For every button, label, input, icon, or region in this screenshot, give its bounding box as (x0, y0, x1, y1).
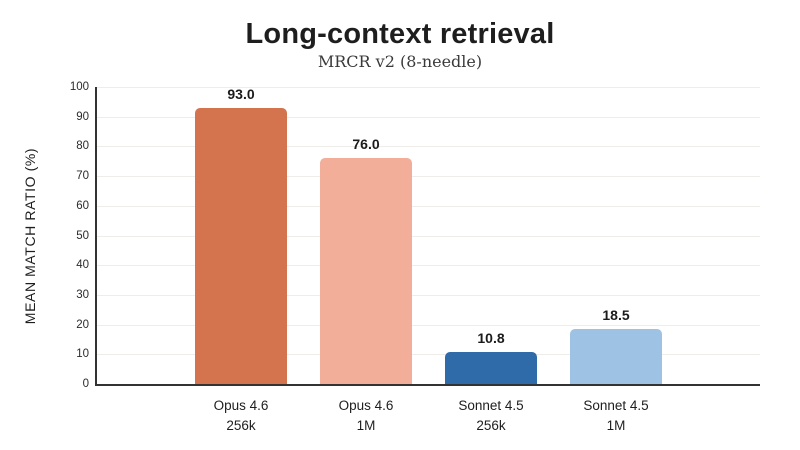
y-tick-label-50: 50 (76, 229, 89, 242)
y-tick-label-0: 0 (82, 378, 89, 390)
y-tick-label-100: 100 (69, 81, 89, 93)
gridline-100 (97, 87, 760, 88)
x-label-context-size: 1M (606, 418, 626, 433)
x-axis-label: Sonnet 4.5 256k (426, 396, 556, 436)
x-label-model-name: Opus 4.6 (338, 398, 394, 413)
plot-area: MEAN MATCH RATIO (%) 0 10 20 30 40 50 60 70 80 90… (22, 81, 760, 433)
gridline-70 (97, 176, 760, 178)
chart-title: Long-context retrieval (245, 18, 555, 50)
bar-value-label: 93.0 (227, 85, 255, 102)
y-tick-label-80: 80 (76, 140, 89, 153)
x-label-context-size: 256k (476, 418, 506, 433)
gridline-10 (97, 354, 760, 356)
bar-opus-4-6-256k (195, 107, 287, 384)
y-tick-label-90: 90 (76, 110, 89, 123)
x-label-context-size: 256k (226, 418, 256, 433)
gridline-20 (97, 324, 760, 326)
gridline-60 (97, 205, 760, 207)
gridline-80 (97, 146, 760, 148)
y-axis-title: MEAN MATCH RATIO (%) (22, 147, 38, 324)
y-tick-label-70: 70 (76, 170, 89, 183)
bar-sonnet-4-5-1m (570, 329, 662, 384)
y-tick-label-40: 40 (76, 259, 89, 272)
x-label-model-name: Sonnet 4.5 (458, 398, 524, 413)
x-axis-label: Opus 4.6 256k (176, 396, 306, 436)
bar-sonnet-4-5-256k (445, 351, 537, 384)
bar-opus-4-6-1m (320, 158, 412, 384)
x-axis-label: Sonnet 4.5 1M (551, 396, 681, 436)
bar-value-label: 10.8 (477, 329, 505, 346)
x-axis-label: Opus 4.6 1M (301, 396, 431, 436)
gridline-50 (97, 235, 760, 237)
gridline-90 (97, 116, 760, 118)
y-tick-label-20: 20 (76, 318, 89, 331)
y-tick-label-30: 30 (76, 288, 89, 301)
x-label-model-name: Sonnet 4.5 (583, 398, 649, 413)
x-label-context-size: 1M (356, 418, 376, 433)
gridline-40 (97, 265, 760, 267)
bar-value-label: 18.5 (602, 307, 630, 324)
gridline-30 (97, 294, 760, 296)
x-label-model-name: Opus 4.6 (213, 398, 269, 413)
chart-subtitle: MRCR v2 (8-needle) (317, 52, 483, 71)
y-tick-label-60: 60 (76, 199, 89, 212)
bar-value-label: 76.0 (352, 136, 380, 153)
y-tick-label-10: 10 (76, 348, 89, 361)
